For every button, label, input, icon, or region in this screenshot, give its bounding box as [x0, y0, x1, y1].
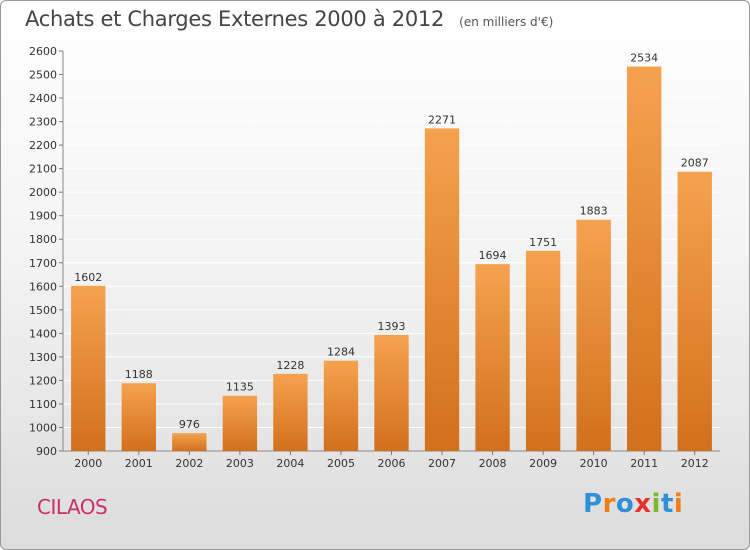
y-tick-label: 1200	[29, 374, 57, 387]
bar	[172, 433, 207, 451]
chart-title: Achats et Charges Externes 2000 à 2012	[25, 7, 445, 31]
x-tick-label: 2000	[74, 457, 102, 470]
bar	[121, 383, 156, 451]
logo-letter: i	[673, 489, 684, 519]
data-label: 1188	[125, 368, 153, 381]
data-label: 1135	[226, 381, 254, 394]
commune-name: CILAOS	[37, 495, 108, 519]
data-label: 2534	[630, 52, 658, 65]
logo-letter: i	[651, 489, 661, 519]
bar	[71, 285, 106, 451]
data-label: 1393	[378, 320, 406, 333]
x-tick-label: 2003	[226, 457, 254, 470]
y-tick-label: 1800	[29, 233, 57, 246]
x-tick-label: 2010	[580, 457, 608, 470]
x-tick-label: 2009	[529, 457, 557, 470]
y-tick-label: 2400	[29, 92, 57, 105]
data-label: 2087	[681, 157, 709, 170]
y-tick-label: 1300	[29, 351, 57, 364]
y-tick-label: 2200	[29, 139, 57, 152]
y-tick-label: 1900	[29, 210, 57, 223]
y-tick-label: 2100	[29, 163, 57, 176]
bar	[374, 335, 409, 451]
y-tick-label: 2600	[29, 45, 57, 58]
logo-letter: r	[602, 489, 616, 519]
bar	[525, 250, 561, 451]
data-label: 976	[179, 418, 200, 431]
y-tick-label: 2000	[29, 186, 57, 199]
y-tick-label: 1500	[29, 304, 57, 317]
logo-letter: P	[583, 489, 603, 519]
data-label: 1751	[529, 236, 557, 249]
chart-unit: (en milliers d'€)	[459, 15, 554, 29]
data-label: 1228	[276, 359, 304, 372]
x-tick-label: 2001	[125, 457, 153, 470]
y-tick-label: 2500	[29, 69, 57, 82]
x-tick-label: 2008	[479, 457, 507, 470]
bar	[677, 171, 712, 452]
bar	[627, 66, 662, 451]
y-tick-label: 1000	[29, 421, 57, 434]
y-tick-label: 2300	[29, 116, 57, 129]
bar	[323, 360, 359, 451]
y-tick-label: 1600	[29, 280, 57, 293]
data-label: 1284	[327, 346, 355, 359]
y-tick-label: 1700	[29, 257, 57, 270]
x-tick-label: 2005	[327, 457, 355, 470]
proxiti-logo[interactable]: Proxiti	[583, 489, 683, 519]
bar	[475, 264, 510, 451]
logo-letter: o	[615, 489, 635, 519]
logo-letter: t	[660, 489, 674, 519]
x-tick-label: 2007	[428, 457, 456, 470]
title-row: Achats et Charges Externes 2000 à 2012 (…	[25, 7, 553, 31]
y-tick-label: 1400	[29, 327, 57, 340]
logo-letter: x	[634, 489, 652, 519]
x-tick-label: 2002	[175, 457, 203, 470]
bar	[222, 395, 258, 451]
data-label: 2271	[428, 113, 456, 126]
bar	[576, 219, 611, 451]
data-label: 1694	[479, 249, 507, 262]
x-tick-label: 2004	[276, 457, 304, 470]
bar	[273, 373, 308, 451]
x-tick-label: 2006	[378, 457, 406, 470]
x-tick-label: 2012	[681, 457, 709, 470]
data-label: 1602	[74, 271, 102, 284]
y-tick-label: 1100	[29, 398, 57, 411]
bar	[424, 128, 460, 451]
x-tick-label: 2011	[630, 457, 658, 470]
y-tick-label: 900	[36, 445, 57, 458]
data-label: 1883	[580, 205, 608, 218]
